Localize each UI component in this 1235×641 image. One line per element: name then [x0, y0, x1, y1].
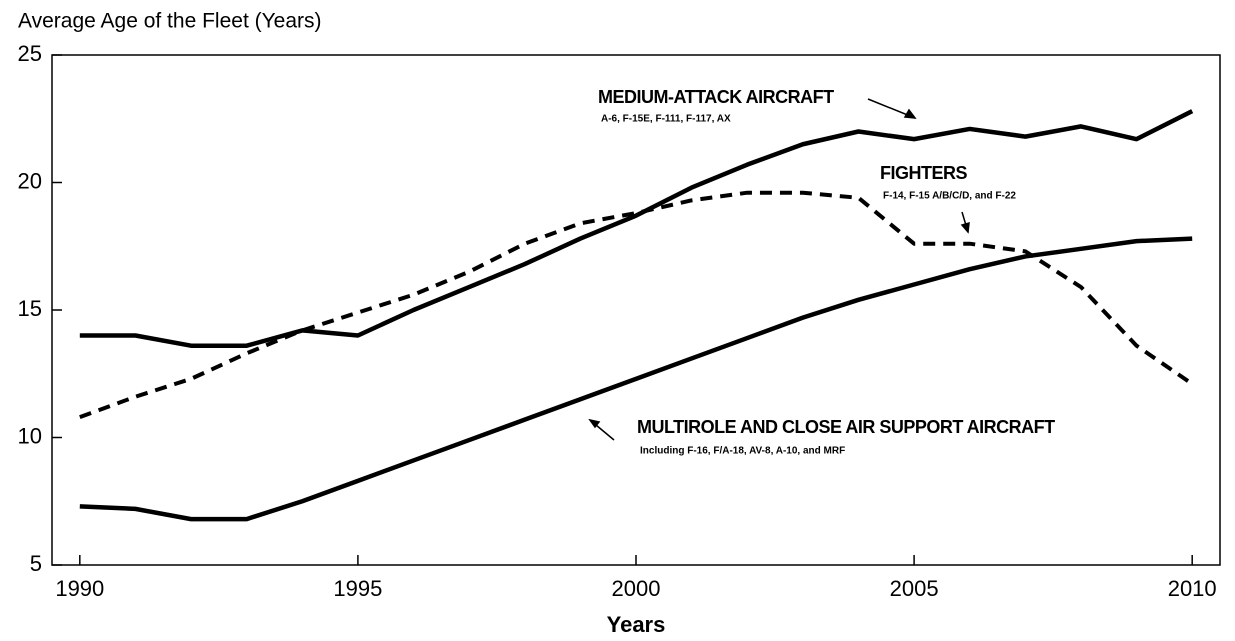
series-line: [79, 190, 1194, 419]
series-label: FIGHTERS: [880, 163, 967, 183]
arrow-head: [960, 221, 970, 234]
x-axis-label: Years: [607, 612, 666, 637]
series-line: [79, 109, 1194, 348]
chart-title: Average Age of the Fleet (Years): [18, 10, 322, 33]
arrow-head: [903, 108, 917, 119]
arrow-head: [588, 418, 601, 429]
arrows: [588, 98, 970, 441]
x-tick-label: 1990: [55, 576, 104, 601]
series-annotation: F-14, F-15 A/B/C/D, and F-22: [883, 191, 1016, 202]
y-tick-label: 10: [18, 423, 42, 448]
x-tick-label: 2005: [890, 576, 939, 601]
series-annotation: Including F-16, F/A-18, AV-8, A-10, and …: [640, 446, 845, 457]
x-tick-label: 2010: [1168, 576, 1217, 601]
series-label: MEDIUM-ATTACK AIRCRAFT: [598, 87, 834, 107]
y-tick-label: 25: [18, 41, 42, 66]
x-tick-label: 1995: [333, 576, 382, 601]
series-annotation: A-6, F-15E, F-111, F-117, AX: [601, 114, 731, 125]
y-tick-label: 15: [18, 296, 42, 321]
y-tick-label: 5: [30, 551, 42, 576]
series-label: MULTIROLE AND CLOSE AIR SUPPORT AIRCRAFT: [637, 417, 1055, 437]
series-line: [79, 236, 1193, 522]
x-tick-label: 2000: [612, 576, 661, 601]
y-tick-label: 20: [18, 168, 42, 193]
